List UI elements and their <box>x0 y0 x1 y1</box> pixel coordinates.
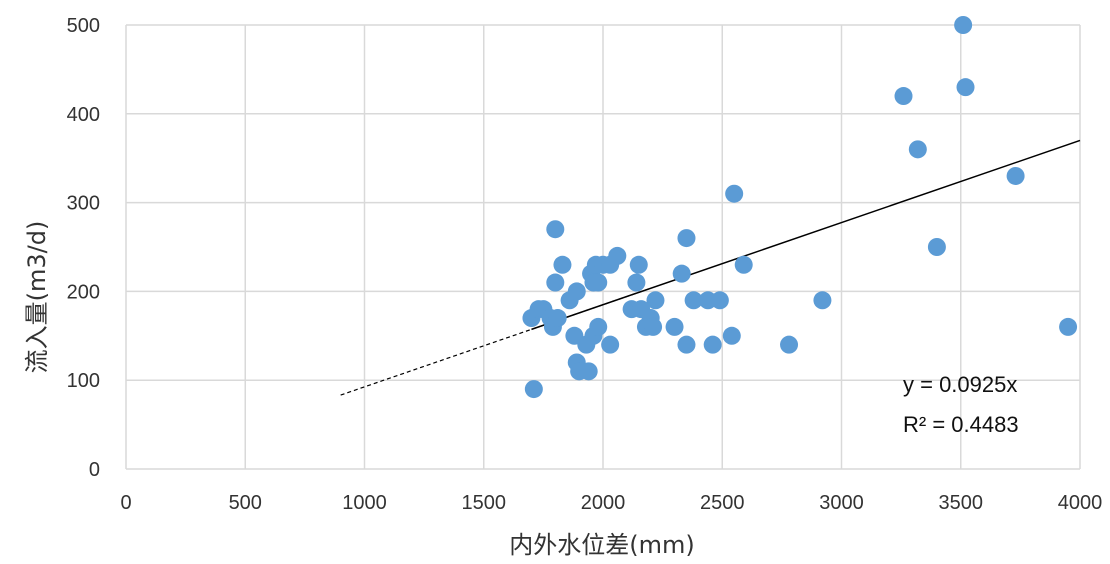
data-point <box>644 317 663 336</box>
data-point <box>665 317 684 336</box>
trendline-r-squared: R² = 0.4483 <box>903 412 1019 437</box>
data-point <box>677 229 696 248</box>
y-tick-label: 500 <box>67 15 100 37</box>
data-point <box>710 291 729 310</box>
data-point <box>524 380 543 399</box>
x-tick-label: 3500 <box>939 492 984 514</box>
y-tick-label: 300 <box>67 193 100 215</box>
x-tick-label: 3000 <box>819 492 864 514</box>
data-point <box>927 238 946 256</box>
plot-grid <box>125 24 1081 470</box>
data-point <box>608 246 627 265</box>
data-point <box>601 335 620 354</box>
data-point <box>813 291 832 310</box>
data-point <box>629 255 648 274</box>
x-tick-label: 1000 <box>342 492 387 514</box>
y-tick-labels: 0 100 200 300 400 500 <box>67 15 100 481</box>
data-point <box>954 16 973 34</box>
data-point <box>684 291 703 310</box>
y-axis-title: 流入量(m3/d) <box>23 221 51 374</box>
data-point <box>579 362 598 381</box>
x-tick-label: 0 <box>120 492 131 514</box>
data-point <box>672 264 691 283</box>
data-point <box>627 273 646 292</box>
x-tick-label: 2500 <box>700 492 745 514</box>
data-point <box>703 335 722 354</box>
data-point <box>646 291 665 310</box>
data-point <box>1059 317 1078 336</box>
data-point <box>589 273 608 292</box>
data-point <box>780 335 799 354</box>
trendline-equation: y = 0.0925x <box>903 372 1017 397</box>
x-axis-title: 内外水位差(mm) <box>509 531 694 559</box>
x-tick-label: 500 <box>229 492 262 514</box>
data-point <box>589 317 608 336</box>
data-point <box>1006 166 1025 185</box>
data-point <box>546 273 565 292</box>
x-tick-label: 4000 <box>1058 492 1103 514</box>
solid-trendline <box>531 139 1081 331</box>
data-points <box>522 16 1078 399</box>
trendline-group <box>340 139 1081 396</box>
y-tick-label: 0 <box>89 459 100 481</box>
data-point <box>567 282 586 301</box>
data-point <box>956 78 975 97</box>
data-point <box>894 87 913 106</box>
data-point <box>908 140 927 159</box>
data-point <box>734 255 753 274</box>
y-tick-label: 400 <box>67 104 100 126</box>
data-point <box>677 335 696 354</box>
data-point <box>722 326 741 345</box>
data-point <box>725 184 744 203</box>
data-point <box>546 220 565 239</box>
y-tick-label: 200 <box>67 281 100 303</box>
x-tick-labels: 0 500 1000 1500 2000 2500 3000 3500 4000 <box>120 492 1102 514</box>
data-point <box>548 309 567 328</box>
y-tick-label: 100 <box>67 370 100 392</box>
x-tick-label: 1500 <box>462 492 507 514</box>
x-tick-label: 2000 <box>581 492 626 514</box>
data-point <box>553 255 572 274</box>
